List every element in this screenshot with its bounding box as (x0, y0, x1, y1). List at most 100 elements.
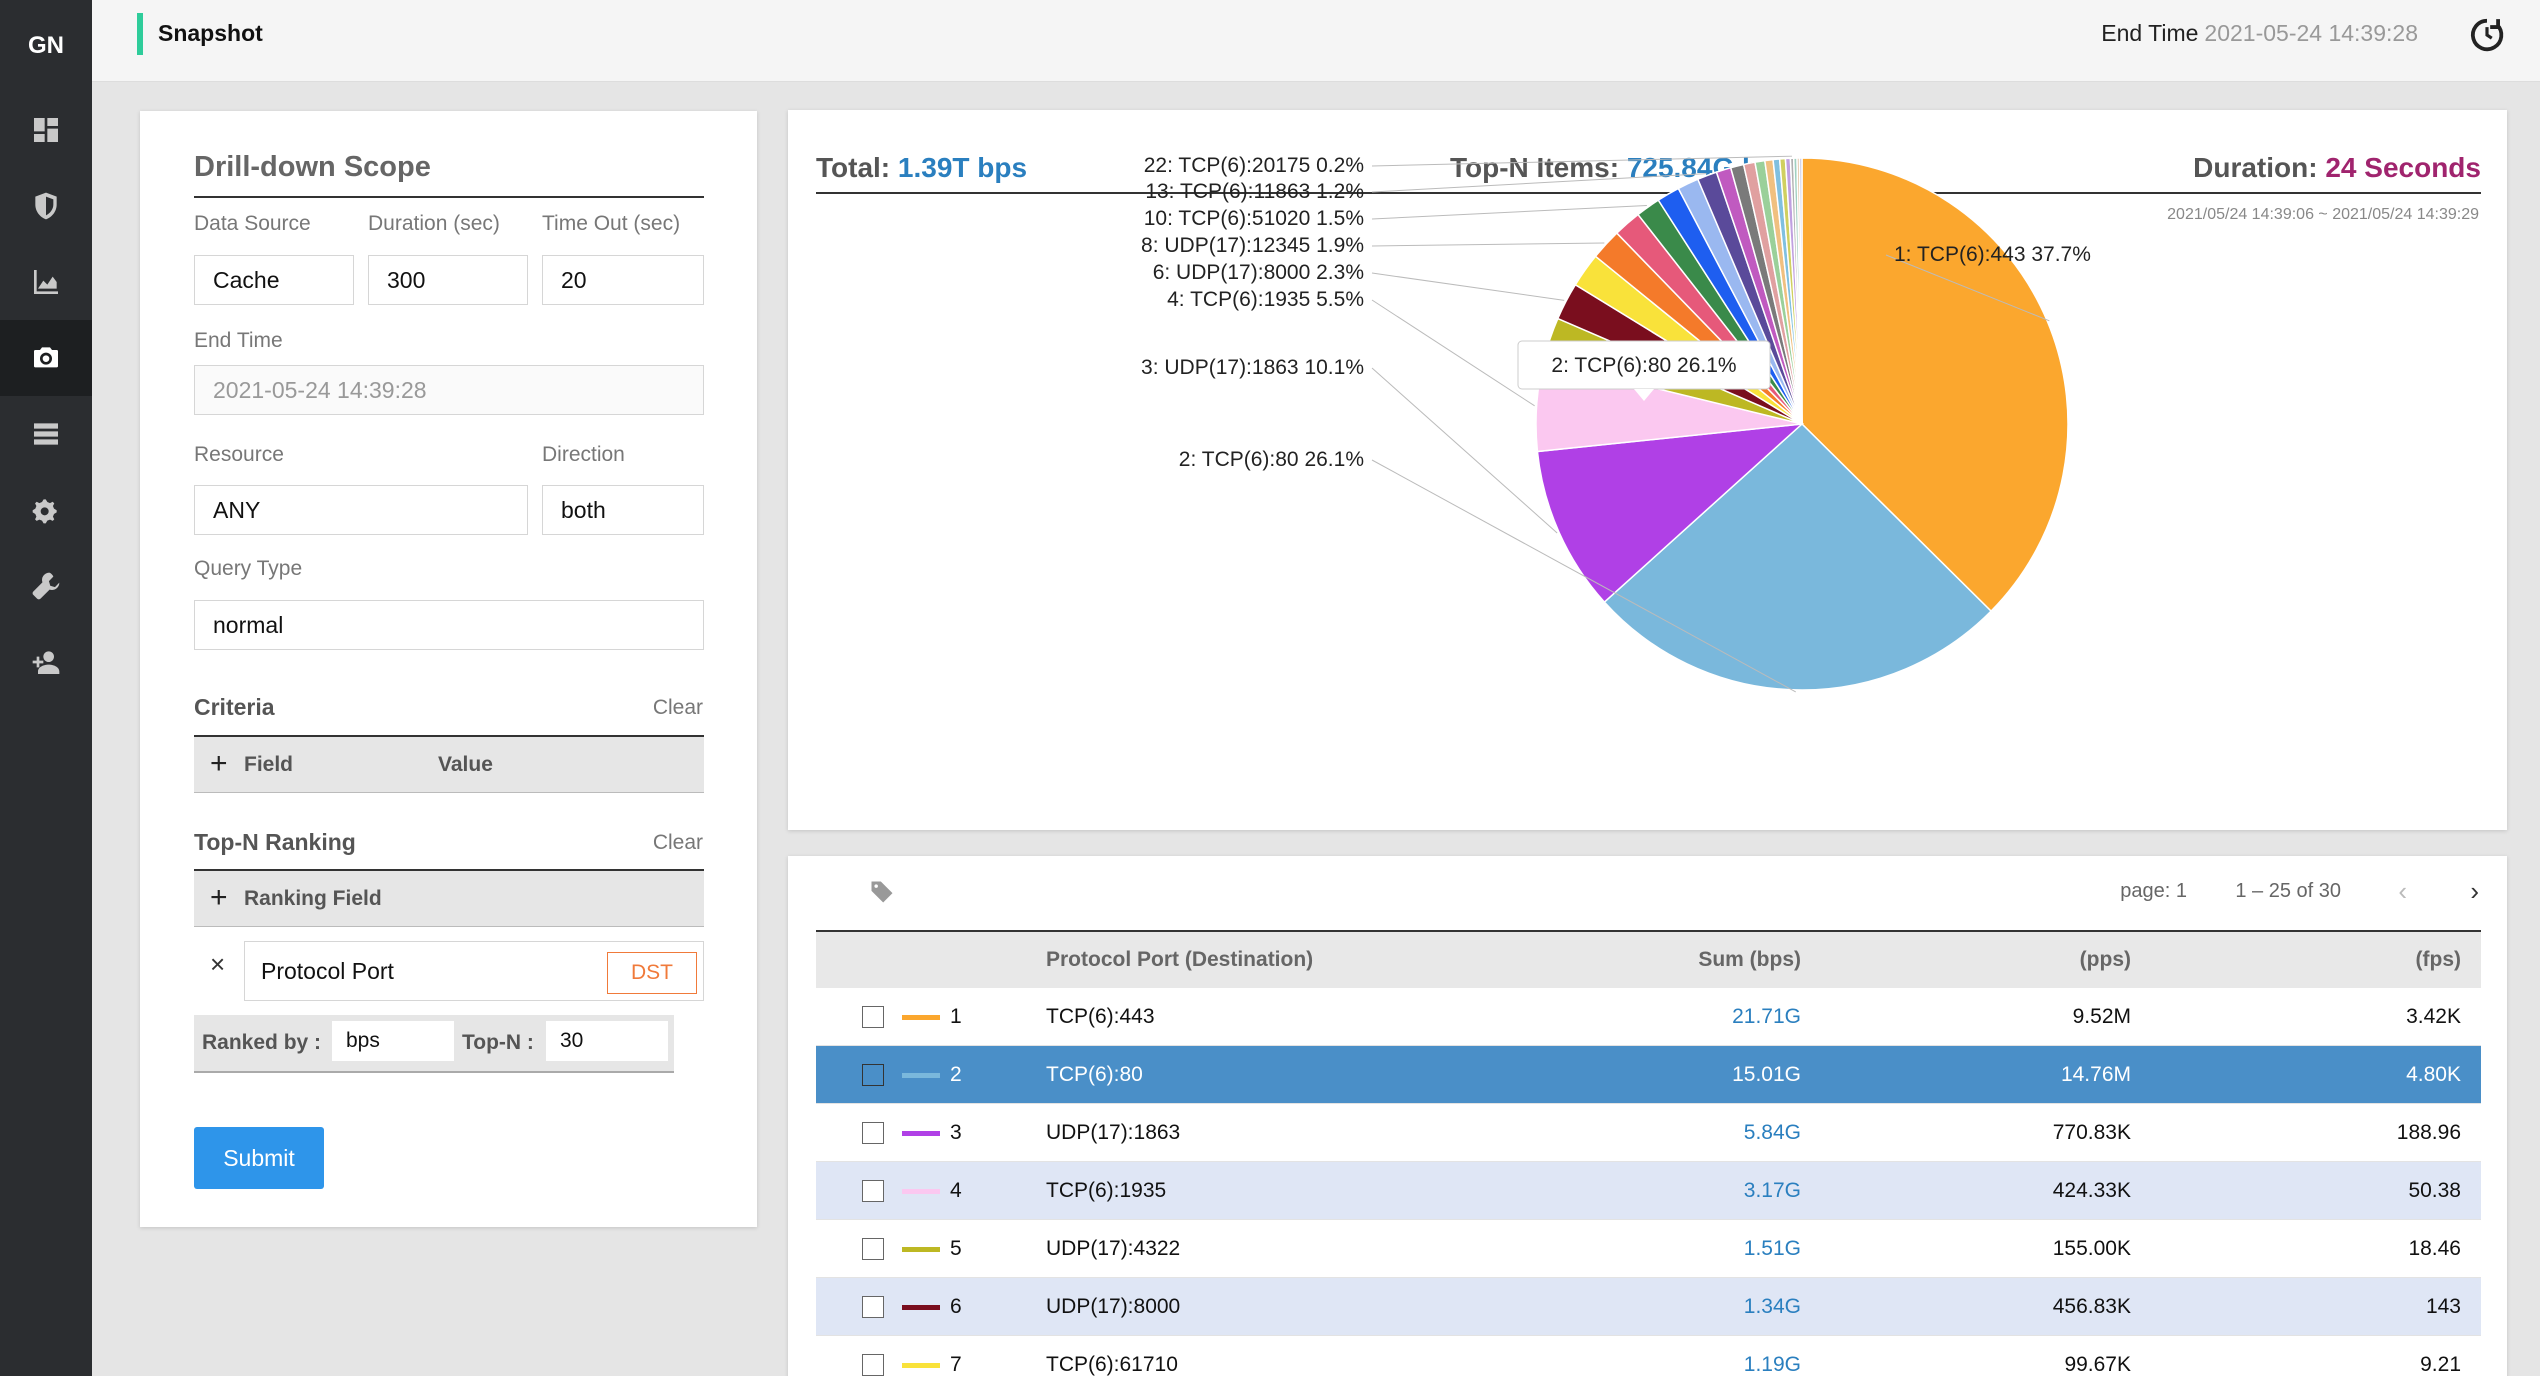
row-pps: 770.83K (2052, 1121, 2131, 1144)
row-checkbox[interactable] (862, 1354, 884, 1376)
row-pps: 456.83K (2052, 1295, 2131, 1318)
user-plus-icon (32, 651, 60, 674)
ranking-field-add-row[interactable]: + Ranking Field (194, 869, 704, 927)
row-sum-link[interactable]: 21.71G (1732, 1005, 1801, 1028)
sidebar-item-servers[interactable] (0, 396, 92, 472)
row-checkbox[interactable] (862, 1122, 884, 1144)
table-row[interactable]: 6 UDP(17):8000 1.34G 456.83K 143 (816, 1278, 2481, 1336)
pie-slice[interactable] (1536, 423, 1805, 604)
series-swatch (902, 1073, 940, 1078)
direction-toggle-button[interactable]: DST (607, 952, 697, 994)
row-sum-link[interactable]: 15.01G (1732, 1063, 1801, 1086)
pie-slice[interactable] (1801, 157, 2069, 613)
plus-icon: + (210, 881, 228, 914)
pie-slice[interactable] (1798, 157, 1803, 425)
row-fps: 9.21 (2420, 1353, 2461, 1376)
pie-leader-line (1371, 173, 1707, 193)
row-rank: 1 (950, 1005, 962, 1028)
sidebar-item-snapshot[interactable] (0, 320, 92, 396)
row-checkbox[interactable] (862, 1064, 884, 1086)
timeout-input[interactable]: 20 (542, 255, 704, 305)
row-sum-link[interactable]: 3.17G (1743, 1179, 1801, 1202)
top-bar: Snapshot End Time 2021-05-24 14:39:28 (92, 0, 2540, 82)
sidebar-item-tools[interactable] (0, 548, 92, 624)
pie-leader-line (1371, 299, 1535, 407)
pie-leader-line (1371, 367, 1558, 534)
page-title: Snapshot (158, 20, 263, 46)
submit-button[interactable]: Submit (194, 1127, 324, 1189)
resource-label: Resource (194, 443, 284, 466)
total-label: Total: (816, 152, 891, 183)
pie-leader-line (1371, 272, 1565, 301)
end-time-field[interactable]: 2021-05-24 14:39:28 (194, 365, 704, 415)
ranking-item: Protocol Port DST (244, 941, 704, 1001)
table-row[interactable]: 4 TCP(6):1935 3.17G 424.33K 50.38 (816, 1162, 2481, 1220)
prev-page-button[interactable]: ‹ (2398, 876, 2407, 906)
col-protocol-port[interactable]: Protocol Port (Destination) (1046, 948, 1314, 971)
ranking-field-header: Ranking Field (244, 887, 382, 910)
criteria-clear-link[interactable]: Clear (652, 696, 703, 719)
row-fps: 3.42K (2406, 1005, 2461, 1028)
row-fps: 50.38 (2408, 1179, 2461, 1202)
pie-label: 8: UDP(17):12345 1.9% (1141, 234, 1364, 257)
col-sum-bps[interactable]: Sum (bps) (1698, 948, 1801, 971)
duration-summary-label: Duration: (2193, 152, 2318, 183)
sidebar: GN (0, 0, 92, 1376)
row-pps: 99.67K (2064, 1353, 2131, 1376)
criteria-add-row[interactable]: + Field Value (194, 735, 704, 793)
table-row[interactable]: 7 TCP(6):61710 1.19G 99.67K 9.21 (816, 1336, 2481, 1376)
duration-input[interactable]: 300 (368, 255, 528, 305)
col-pps[interactable]: (pps) (2079, 948, 2131, 971)
query-type-label: Query Type (194, 557, 303, 580)
row-sum-link[interactable]: 1.34G (1743, 1295, 1801, 1318)
ranking-item-label: Protocol Port (261, 958, 394, 984)
results-table-panel: page: 1 1 – 25 of 30 ‹ › Protocol Port (… (788, 856, 2507, 1376)
next-page-button[interactable]: › (2470, 876, 2479, 906)
topn-clear-link[interactable]: Clear (652, 831, 703, 854)
sidebar-item-security[interactable] (0, 168, 92, 244)
pie-leader-line (1371, 204, 1647, 220)
pie-label: 4: TCP(6):1935 5.5% (1167, 288, 1364, 311)
row-sum-link[interactable]: 5.84G (1743, 1121, 1801, 1144)
query-type-select[interactable]: normal (194, 600, 704, 650)
row-rank: 6 (950, 1295, 962, 1318)
row-sum-link[interactable]: 1.19G (1743, 1353, 1801, 1376)
total-value: 1.39T bps (897, 152, 1028, 183)
table-row[interactable]: 1 TCP(6):443 21.71G 9.52M 3.42K (816, 988, 2481, 1046)
row-checkbox[interactable] (862, 1296, 884, 1318)
table-row[interactable]: 3 UDP(17):1863 5.84G 770.83K 188.96 (816, 1104, 2481, 1162)
dashboard-icon (34, 118, 58, 142)
row-sum-link[interactable]: 1.51G (1743, 1237, 1801, 1260)
col-fps[interactable]: (fps) (2415, 948, 2462, 971)
series-swatch (902, 1015, 940, 1020)
direction-label: Direction (542, 443, 625, 466)
topn-count-input[interactable]: 30 (546, 1021, 668, 1061)
row-pps: 9.52M (2072, 1005, 2131, 1028)
sidebar-item-statistics[interactable] (0, 244, 92, 320)
ranked-by-label: Ranked by : (202, 1031, 322, 1054)
resource-select[interactable]: ANY (194, 485, 528, 535)
sidebar-item-users[interactable] (0, 624, 92, 700)
app-logo[interactable]: GN (28, 32, 64, 59)
remove-ranking-icon[interactable]: × (210, 949, 226, 979)
chart-panel: Total: 1.39T bps Top-N Items: 725.84G bp… (788, 110, 2507, 830)
sidebar-item-settings[interactable] (0, 472, 92, 548)
row-checkbox[interactable] (862, 1180, 884, 1202)
table-row[interactable]: 5 UDP(17):4322 1.51G 155.00K 18.46 (816, 1220, 2481, 1278)
row-rank: 4 (950, 1179, 962, 1202)
direction-select[interactable]: both (542, 485, 704, 535)
row-protocol-port: TCP(6):1935 (1046, 1179, 1167, 1202)
tag-icon[interactable] (868, 878, 896, 906)
row-checkbox[interactable] (862, 1238, 884, 1260)
table-row[interactable]: 2 TCP(6):80 15.01G 14.76M 4.80K (816, 1046, 2481, 1104)
data-source-select[interactable]: Cache (194, 255, 354, 305)
row-protocol-port: UDP(17):4322 (1046, 1237, 1181, 1260)
pie-slice[interactable] (1603, 422, 1993, 691)
time-range: 2021/05/24 14:39:06 ~ 2021/05/24 14:39:2… (2167, 206, 2479, 223)
sidebar-item-dashboard[interactable] (0, 92, 92, 168)
criteria-field-header: Field (244, 753, 294, 776)
ranked-by-select[interactable]: bps (332, 1021, 454, 1061)
refresh-icon[interactable] (2468, 16, 2506, 54)
row-checkbox[interactable] (862, 1006, 884, 1028)
page-range: 1 – 25 of 30 (2235, 880, 2341, 902)
